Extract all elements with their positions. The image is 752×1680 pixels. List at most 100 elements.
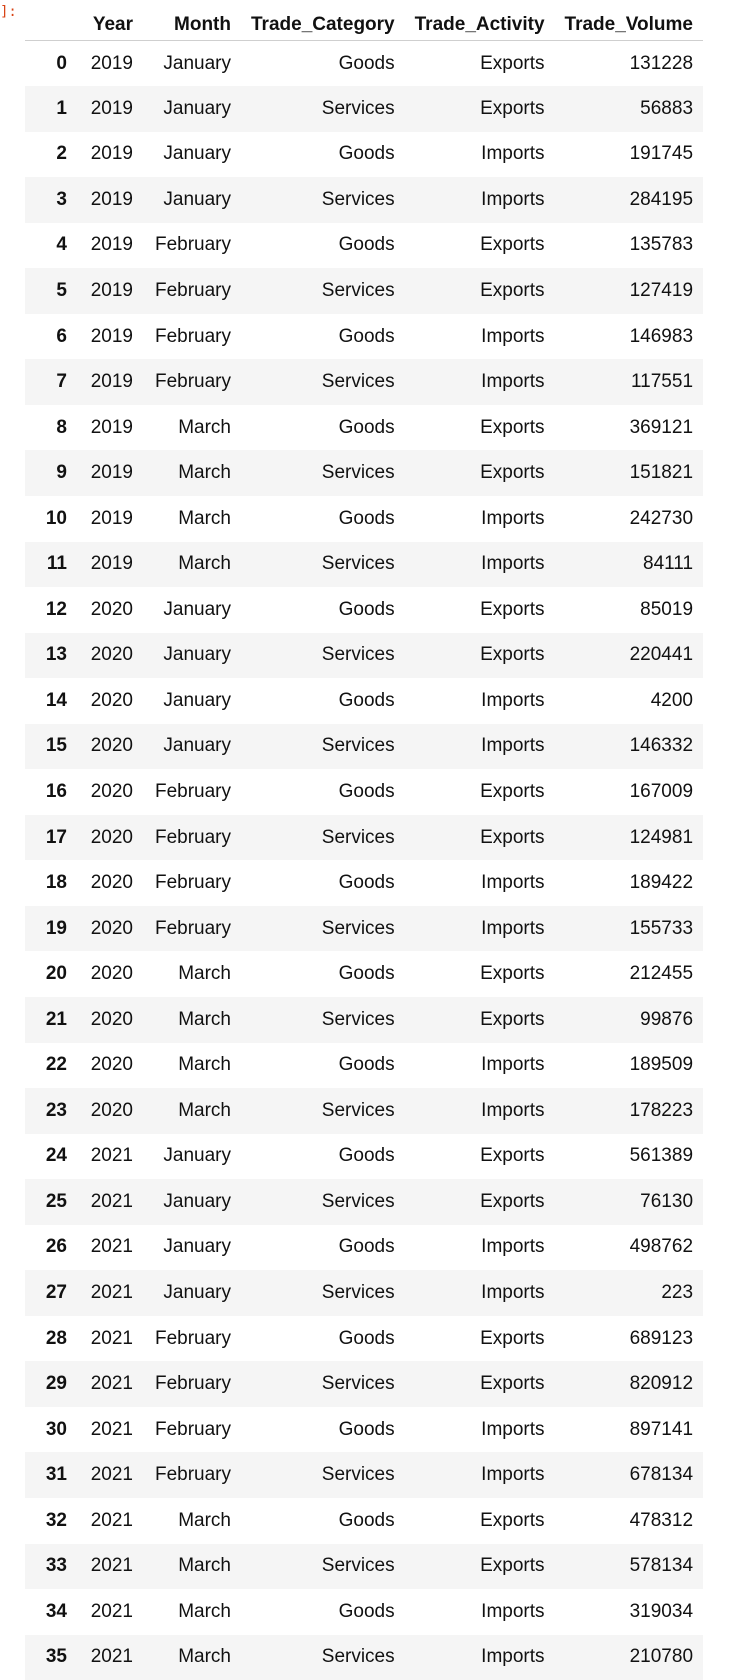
cell-month: March xyxy=(143,542,241,588)
cell-trade-activity: Exports xyxy=(405,815,555,861)
row-index: 15 xyxy=(25,724,75,770)
cell-trade-volume: 678134 xyxy=(555,1452,703,1498)
cell-year: 2019 xyxy=(75,450,143,496)
cell-trade-activity: Exports xyxy=(405,633,555,679)
row-index: 9 xyxy=(25,450,75,496)
cell-month: February xyxy=(143,359,241,405)
cell-month: March xyxy=(143,951,241,997)
column-header-year: Year xyxy=(75,0,143,41)
cell-month: January xyxy=(143,633,241,679)
row-index: 11 xyxy=(25,542,75,588)
row-index: 0 xyxy=(25,41,75,87)
cell-trade-category: Services xyxy=(241,906,405,952)
cell-month: January xyxy=(143,41,241,87)
cell-trade-activity: Imports xyxy=(405,359,555,405)
cell-trade-category: Services xyxy=(241,724,405,770)
cell-year: 2020 xyxy=(75,860,143,906)
cell-trade-category: Goods xyxy=(241,951,405,997)
cell-trade-activity: Exports xyxy=(405,1134,555,1180)
cell-month: March xyxy=(143,450,241,496)
cell-year: 2021 xyxy=(75,1361,143,1407)
cell-month: March xyxy=(143,1635,241,1680)
cell-trade-activity: Imports xyxy=(405,314,555,360)
column-header-trade-activity: Trade_Activity xyxy=(405,0,555,41)
cell-trade-activity: Exports xyxy=(405,1179,555,1225)
cell-trade-category: Services xyxy=(241,1179,405,1225)
cell-trade-category: Services xyxy=(241,359,405,405)
cell-trade-activity: Imports xyxy=(405,860,555,906)
cell-trade-activity: Exports xyxy=(405,450,555,496)
cell-trade-category: Goods xyxy=(241,860,405,906)
cell-trade-volume: 220441 xyxy=(555,633,703,679)
row-index: 34 xyxy=(25,1589,75,1635)
cell-trade-category: Goods xyxy=(241,1225,405,1271)
cell-trade-volume: 85019 xyxy=(555,587,703,633)
cell-month: March xyxy=(143,1498,241,1544)
cell-trade-activity: Imports xyxy=(405,177,555,223)
cell-year: 2019 xyxy=(75,177,143,223)
cell-trade-volume: 146983 xyxy=(555,314,703,360)
cell-trade-activity: Exports xyxy=(405,1544,555,1590)
cell-trade-activity: Exports xyxy=(405,1316,555,1362)
cell-trade-volume: 131228 xyxy=(555,41,703,87)
cell-trade-volume: 369121 xyxy=(555,405,703,451)
cell-year: 2021 xyxy=(75,1544,143,1590)
cell-trade-activity: Imports xyxy=(405,724,555,770)
index-header xyxy=(25,0,75,41)
row-index: 33 xyxy=(25,1544,75,1590)
cell-year: 2020 xyxy=(75,633,143,679)
cell-year: 2019 xyxy=(75,223,143,269)
cell-trade-activity: Imports xyxy=(405,1589,555,1635)
cell-month: January xyxy=(143,132,241,178)
cell-month: March xyxy=(143,1088,241,1134)
cell-trade-activity: Exports xyxy=(405,1361,555,1407)
cell-trade-volume: 820912 xyxy=(555,1361,703,1407)
cell-trade-activity: Exports xyxy=(405,41,555,87)
cell-trade-category: Services xyxy=(241,1361,405,1407)
cell-year: 2021 xyxy=(75,1498,143,1544)
cell-trade-volume: 284195 xyxy=(555,177,703,223)
cell-trade-activity: Exports xyxy=(405,587,555,633)
cell-year: 2019 xyxy=(75,405,143,451)
row-index: 8 xyxy=(25,405,75,451)
cell-year: 2021 xyxy=(75,1225,143,1271)
cell-trade-activity: Imports xyxy=(405,1225,555,1271)
cell-trade-activity: Exports xyxy=(405,1498,555,1544)
cell-trade-activity: Imports xyxy=(405,542,555,588)
cell-trade-category: Goods xyxy=(241,1043,405,1089)
cell-month: February xyxy=(143,314,241,360)
row-index: 7 xyxy=(25,359,75,405)
row-index: 20 xyxy=(25,951,75,997)
cell-trade-activity: Imports xyxy=(405,1635,555,1680)
cell-trade-volume: 146332 xyxy=(555,724,703,770)
cell-year: 2019 xyxy=(75,41,143,87)
cell-month: March xyxy=(143,405,241,451)
cell-year: 2020 xyxy=(75,587,143,633)
cell-trade-activity: Imports xyxy=(405,1043,555,1089)
cell-year: 2019 xyxy=(75,542,143,588)
cell-year: 2020 xyxy=(75,951,143,997)
cell-trade-category: Services xyxy=(241,815,405,861)
row-index: 19 xyxy=(25,906,75,952)
cell-trade-category: Goods xyxy=(241,132,405,178)
row-index: 14 xyxy=(25,678,75,724)
cell-trade-activity: Exports xyxy=(405,86,555,132)
cell-trade-activity: Imports xyxy=(405,906,555,952)
